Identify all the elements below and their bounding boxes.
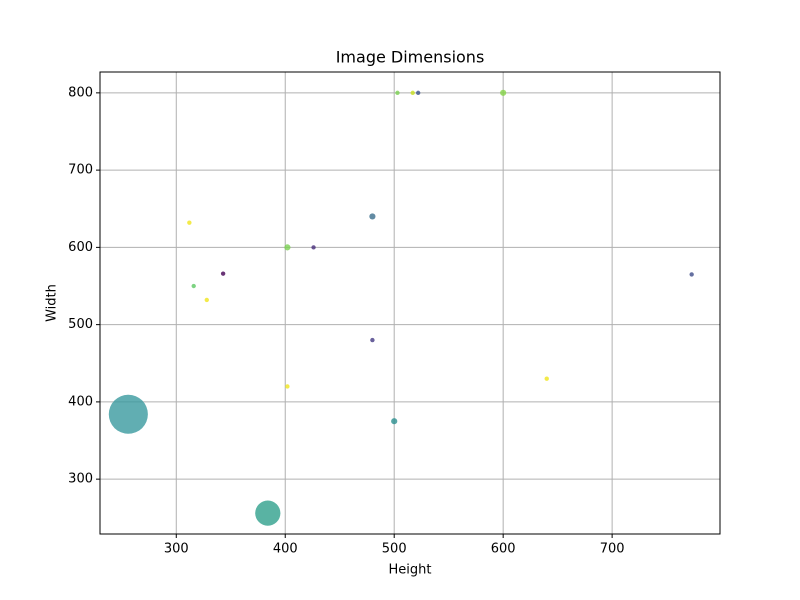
y-tick-label: 400 <box>68 394 93 409</box>
x-tick-label: 700 <box>600 542 625 557</box>
point <box>108 394 148 434</box>
point <box>370 337 375 343</box>
point <box>395 90 400 96</box>
point <box>191 283 196 289</box>
chart-title: Image Dimensions <box>336 48 485 67</box>
point <box>285 384 290 389</box>
x-tick-label: 500 <box>382 542 407 557</box>
y-tick-label: 700 <box>68 163 93 178</box>
point <box>410 90 415 96</box>
y-tick-label: 600 <box>68 240 93 255</box>
point <box>187 220 192 225</box>
x-tick-label: 600 <box>491 542 516 557</box>
point <box>284 244 291 251</box>
x-tick-label: 300 <box>164 542 189 557</box>
point <box>255 500 281 526</box>
plot-frame <box>99 71 721 535</box>
x-axis-label: Height <box>389 563 432 578</box>
point <box>391 418 398 425</box>
point <box>220 271 226 276</box>
y-tick-label: 800 <box>68 85 93 100</box>
point <box>204 297 209 303</box>
y-tick-label: 300 <box>68 472 93 487</box>
point <box>415 90 421 96</box>
x-tick-label: 400 <box>273 542 298 557</box>
point <box>311 245 316 250</box>
y-tick-label: 500 <box>68 317 93 332</box>
y-axis-label: Width <box>45 284 60 322</box>
point <box>544 376 549 381</box>
point <box>500 89 507 96</box>
point <box>369 213 376 220</box>
point <box>689 272 694 277</box>
